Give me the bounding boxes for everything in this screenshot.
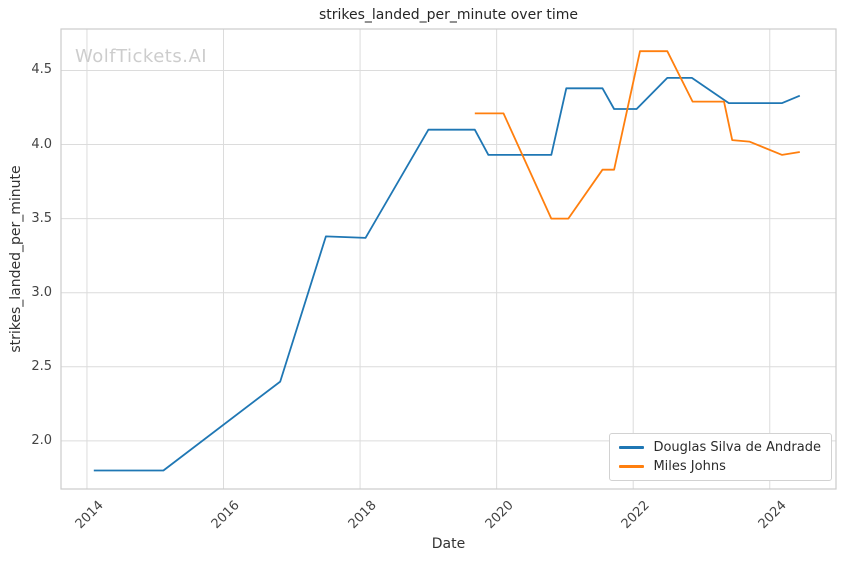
legend-label: Douglas Silva de Andrade [653, 440, 821, 455]
legend-item: Douglas Silva de Andrade [619, 440, 821, 455]
y-tick-label: 3.0 [31, 284, 52, 300]
y-axis-label: strikes_landed_per_minute [8, 165, 24, 353]
plot-border [60, 28, 837, 490]
legend-line-swatch [619, 446, 645, 449]
legend-label: Miles Johns [653, 459, 726, 474]
y-tick-label: 2.5 [31, 358, 52, 374]
watermark: WolfTickets.AI [75, 46, 208, 67]
y-tick-label: 4.5 [31, 62, 52, 78]
y-tick-label: 3.5 [31, 210, 52, 226]
legend-line-swatch [619, 465, 645, 468]
legend: Douglas Silva de Andrade Miles Johns [609, 433, 832, 481]
series-line [93, 77, 801, 472]
chart-title: strikes_landed_per_minute over time [318, 7, 579, 23]
y-tick-label: 2.0 [31, 432, 52, 448]
x-axis-label: Date [431, 536, 466, 552]
legend-item: Miles Johns [619, 459, 821, 474]
y-tick-label: 4.0 [31, 136, 52, 152]
series-line [474, 50, 800, 220]
